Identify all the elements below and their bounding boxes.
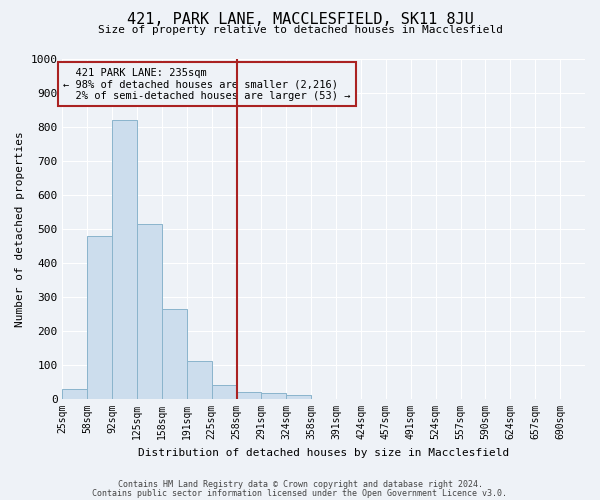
Bar [262, 394, 286, 399]
Y-axis label: Number of detached properties: Number of detached properties [15, 131, 25, 327]
Bar [162, 309, 187, 399]
Text: 421, PARK LANE, MACCLESFIELD, SK11 8JU: 421, PARK LANE, MACCLESFIELD, SK11 8JU [127, 12, 473, 28]
Text: Size of property relative to detached houses in Macclesfield: Size of property relative to detached ho… [97, 25, 503, 35]
Bar [286, 396, 311, 399]
Text: Contains public sector information licensed under the Open Government Licence v3: Contains public sector information licen… [92, 488, 508, 498]
Bar [112, 120, 137, 399]
Text: 421 PARK LANE: 235sqm  
← 98% of detached houses are smaller (2,216)  
  2% of s: 421 PARK LANE: 235sqm ← 98% of detached … [63, 68, 350, 100]
Bar [137, 224, 162, 399]
Bar [88, 236, 112, 399]
Bar [62, 389, 88, 399]
Bar [212, 386, 236, 399]
X-axis label: Distribution of detached houses by size in Macclesfield: Distribution of detached houses by size … [138, 448, 509, 458]
Bar [236, 392, 262, 399]
Bar [187, 360, 212, 399]
Text: Contains HM Land Registry data © Crown copyright and database right 2024.: Contains HM Land Registry data © Crown c… [118, 480, 482, 489]
